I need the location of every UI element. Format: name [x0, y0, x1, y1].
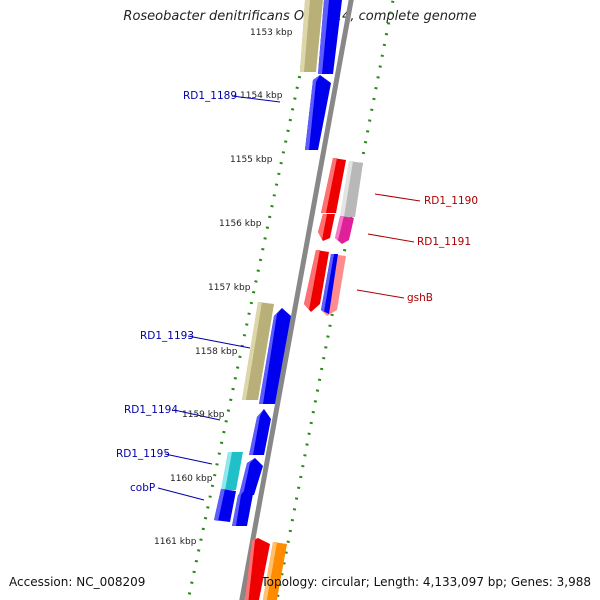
- gene-khaki-top[interactable]: [300, 0, 323, 72]
- gene-rd1-1193-blue[interactable]: [259, 308, 291, 404]
- leader-rd1-1190: [374, 193, 421, 202]
- gene-cobP[interactable]: [214, 489, 236, 522]
- gene-label-cobP[interactable]: cobP: [130, 482, 155, 494]
- tick-label-1154: 1154 kbp: [240, 91, 283, 101]
- gene-label-rd1-1190[interactable]: RD1_1190: [424, 195, 478, 207]
- gene-rd1-1195[interactable]: [221, 452, 243, 490]
- tick-label-1153: 1153 kbp: [250, 28, 293, 38]
- gene-red-bottom[interactable]: [244, 538, 270, 600]
- tick-label-1155: 1155 kbp: [230, 155, 273, 165]
- leader-rd1-1189: [231, 95, 281, 103]
- gene-rd1-1193-khaki[interactable]: [242, 302, 274, 400]
- leader-gshB: [356, 289, 405, 299]
- gene-blue-low[interactable]: [232, 492, 253, 526]
- gene-blue-top[interactable]: [318, 0, 342, 74]
- backbone-line: [239, 0, 354, 600]
- gene-label-rd1-1191[interactable]: RD1_1191: [417, 236, 471, 248]
- gene-orange-bottom[interactable]: [262, 542, 287, 600]
- gene-red-a[interactable]: [321, 158, 346, 213]
- leader-cobP: [157, 487, 205, 501]
- gene-label-rd1-1194[interactable]: RD1_1194: [124, 404, 178, 416]
- tick-label-1158: 1158 kbp: [195, 347, 238, 357]
- gene-red-b[interactable]: [318, 214, 335, 241]
- gene-rd1-1190[interactable]: [340, 161, 363, 217]
- tick-label-1156: 1156 kbp: [219, 219, 262, 229]
- tick-label-1161: 1161 kbp: [154, 537, 197, 547]
- leader-rd1-1193: [187, 335, 251, 349]
- left-dotted-guide: [186, 0, 318, 600]
- gene-blue-mid[interactable]: [239, 458, 263, 495]
- tick-label-1157: 1157 kbp: [208, 283, 251, 293]
- gene-label-gshB[interactable]: gshB: [407, 292, 433, 304]
- gene-label-rd1-1189[interactable]: RD1_1189: [183, 90, 237, 102]
- tick-label-1159: 1159 kbp: [182, 410, 225, 420]
- gene-label-rd1-1193[interactable]: RD1_1193: [140, 330, 194, 342]
- leader-rd1-1195: [164, 453, 213, 465]
- map-title: Roseobacter denitrificans OCh 114, compl…: [123, 9, 477, 24]
- gene-rd1-1191[interactable]: [335, 216, 354, 244]
- gene-label-rd1-1195[interactable]: RD1_1195: [116, 448, 170, 460]
- gene-red-c[interactable]: [304, 250, 329, 312]
- leader-rd1-1191: [367, 233, 415, 243]
- tick-label-1160: 1160 kbp: [170, 474, 213, 484]
- gene-gshB[interactable]: [321, 254, 346, 316]
- gene-rd1-1194[interactable]: [249, 409, 271, 455]
- gene-rd1-1189[interactable]: [305, 75, 331, 150]
- leader-rd1-1194: [173, 409, 221, 421]
- accession-text: Accession: NC_008209: [9, 575, 146, 589]
- genome-summary-text: Topology: circular; Length: 4,133,097 bp…: [261, 575, 591, 589]
